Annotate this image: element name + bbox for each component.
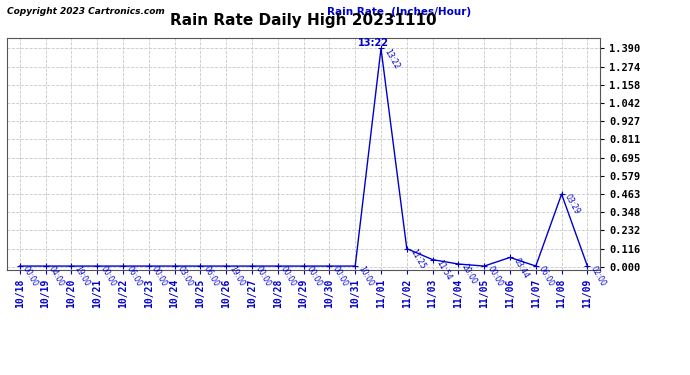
Text: 13:22: 13:22	[357, 38, 388, 48]
Text: 11:25: 11:25	[408, 247, 427, 270]
Text: 06:00: 06:00	[124, 265, 144, 288]
Text: 00:00: 00:00	[486, 265, 504, 288]
Text: 11:54: 11:54	[434, 258, 453, 282]
Text: 02:00: 02:00	[589, 265, 607, 288]
Text: 04:00: 04:00	[47, 265, 66, 288]
Text: 00:00: 00:00	[21, 265, 40, 288]
Text: 06:00: 06:00	[538, 265, 556, 288]
Text: 19:00: 19:00	[72, 265, 92, 288]
Text: 03:00: 03:00	[176, 265, 195, 288]
Text: 03:44: 03:44	[511, 256, 530, 280]
Text: 00:00: 00:00	[331, 265, 350, 288]
Text: Copyright 2023 Cartronics.com: Copyright 2023 Cartronics.com	[7, 7, 165, 16]
Text: 10:00: 10:00	[357, 265, 375, 288]
Text: 13:22: 13:22	[382, 47, 401, 70]
Text: 20:00: 20:00	[460, 262, 479, 286]
Text: 03:29: 03:29	[563, 193, 582, 216]
Text: 00:00: 00:00	[253, 265, 272, 288]
Text: 00:00: 00:00	[279, 265, 298, 288]
Text: 00:00: 00:00	[305, 265, 324, 288]
Text: 06:00: 06:00	[201, 265, 221, 288]
Text: 00:00: 00:00	[150, 265, 169, 288]
Text: Rain Rate  (Inches/Hour): Rain Rate (Inches/Hour)	[327, 7, 471, 17]
Text: 19:00: 19:00	[228, 265, 246, 288]
Text: 00:00: 00:00	[99, 265, 117, 288]
Text: Rain Rate Daily High 20231110: Rain Rate Daily High 20231110	[170, 13, 437, 28]
